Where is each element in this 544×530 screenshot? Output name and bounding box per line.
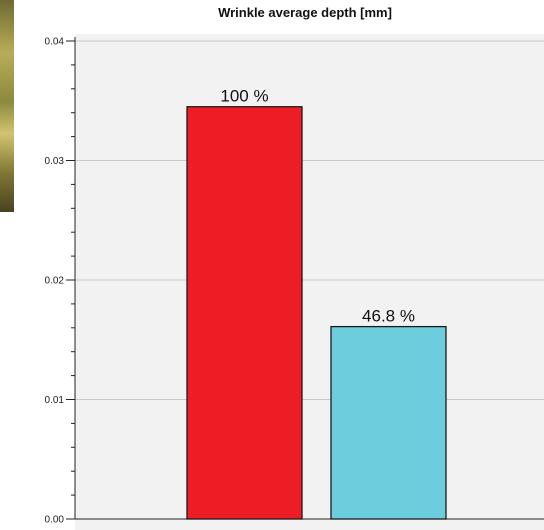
y-tick-label: 0.03 [45,156,65,167]
y-tick-label: 0.02 [45,276,65,287]
y-tick-label: 0.00 [45,515,65,526]
bar [186,106,303,520]
plot-area [75,34,544,530]
y-tick-label: 0.01 [45,395,65,406]
photo-crop [0,0,14,212]
bar-data-label: 46.8 % [362,307,415,326]
bar [330,325,447,520]
bar-data-label: 100 % [220,87,268,106]
chart-title: Wrinkle average depth [mm] [218,5,392,20]
y-tick-label: 0.04 [45,37,65,48]
